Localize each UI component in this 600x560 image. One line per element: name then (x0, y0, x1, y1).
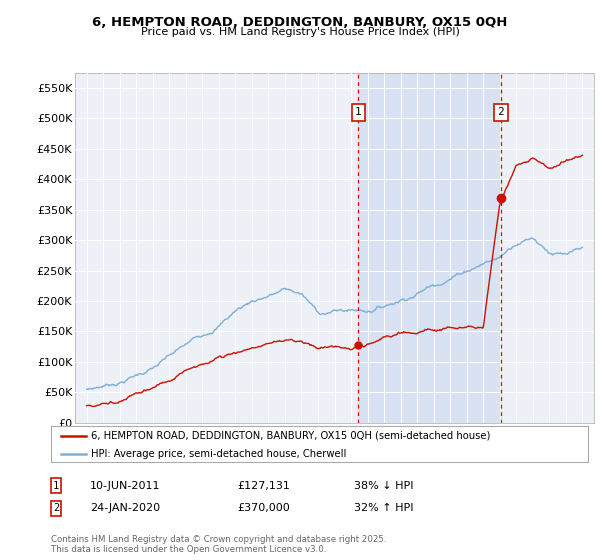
Text: 6, HEMPTON ROAD, DEDDINGTON, BANBURY, OX15 0QH (semi-detached house): 6, HEMPTON ROAD, DEDDINGTON, BANBURY, OX… (91, 431, 491, 441)
Text: 6, HEMPTON ROAD, DEDDINGTON, BANBURY, OX15 0QH: 6, HEMPTON ROAD, DEDDINGTON, BANBURY, OX… (92, 16, 508, 29)
Text: Contains HM Land Registry data © Crown copyright and database right 2025.
This d: Contains HM Land Registry data © Crown c… (51, 535, 386, 554)
Text: 1: 1 (53, 480, 59, 491)
Text: 2: 2 (497, 108, 505, 118)
Text: £370,000: £370,000 (237, 503, 290, 514)
Text: 2: 2 (53, 503, 59, 514)
Text: 24-JAN-2020: 24-JAN-2020 (90, 503, 160, 514)
Text: 38% ↓ HPI: 38% ↓ HPI (354, 480, 413, 491)
Text: 32% ↑ HPI: 32% ↑ HPI (354, 503, 413, 514)
Text: Price paid vs. HM Land Registry's House Price Index (HPI): Price paid vs. HM Land Registry's House … (140, 27, 460, 38)
Text: HPI: Average price, semi-detached house, Cherwell: HPI: Average price, semi-detached house,… (91, 449, 347, 459)
Bar (358, 73, 501, 423)
Text: 1: 1 (355, 108, 362, 118)
Text: £127,131: £127,131 (237, 480, 290, 491)
Text: 10-JUN-2011: 10-JUN-2011 (90, 480, 161, 491)
